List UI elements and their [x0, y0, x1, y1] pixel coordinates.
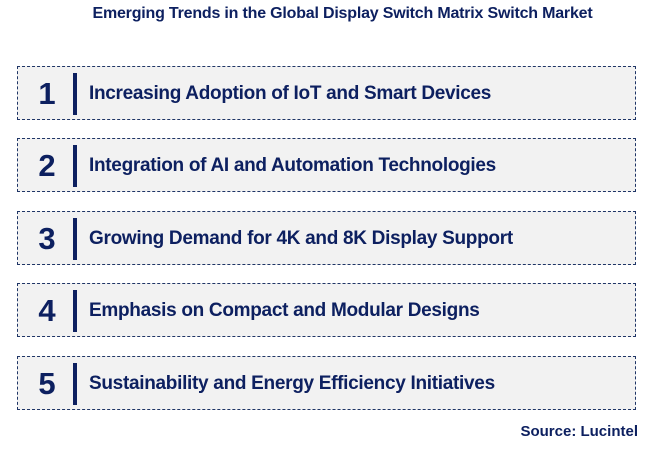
trend-number: 4 [38, 293, 56, 328]
trend-item-5: 5 Sustainability and Energy Efficiency I… [17, 356, 636, 410]
trend-number: 2 [38, 148, 56, 183]
diagram-title: Emerging Trends in the Global Display Sw… [92, 5, 593, 22]
divider-bar [73, 73, 77, 115]
trend-item-4: 4 Emphasis on Compact and Modular Design… [17, 283, 636, 337]
source-credit: Source: Lucintel [520, 423, 638, 440]
trend-label: Increasing Adoption of IoT and Smart Dev… [89, 83, 492, 104]
trend-item-1: 1 Increasing Adoption of IoT and Smart D… [17, 66, 636, 120]
divider-bar [73, 363, 77, 405]
trend-label: Sustainability and Energy Efficiency Ini… [89, 373, 495, 394]
trend-label: Integration of AI and Automation Technol… [89, 155, 496, 176]
divider-bar [73, 290, 77, 332]
trend-label: Emphasis on Compact and Modular Designs [89, 300, 480, 321]
divider-bar [73, 145, 77, 187]
trend-number: 3 [38, 221, 56, 256]
trend-item-2: 2 Integration of AI and Automation Techn… [17, 138, 636, 192]
trend-number: 5 [38, 366, 56, 401]
divider-bar [73, 218, 77, 260]
trend-number: 1 [38, 76, 56, 111]
trend-label: Growing Demand for 4K and 8K Display Sup… [89, 228, 513, 249]
trend-item-3: 3 Growing Demand for 4K and 8K Display S… [17, 211, 636, 265]
